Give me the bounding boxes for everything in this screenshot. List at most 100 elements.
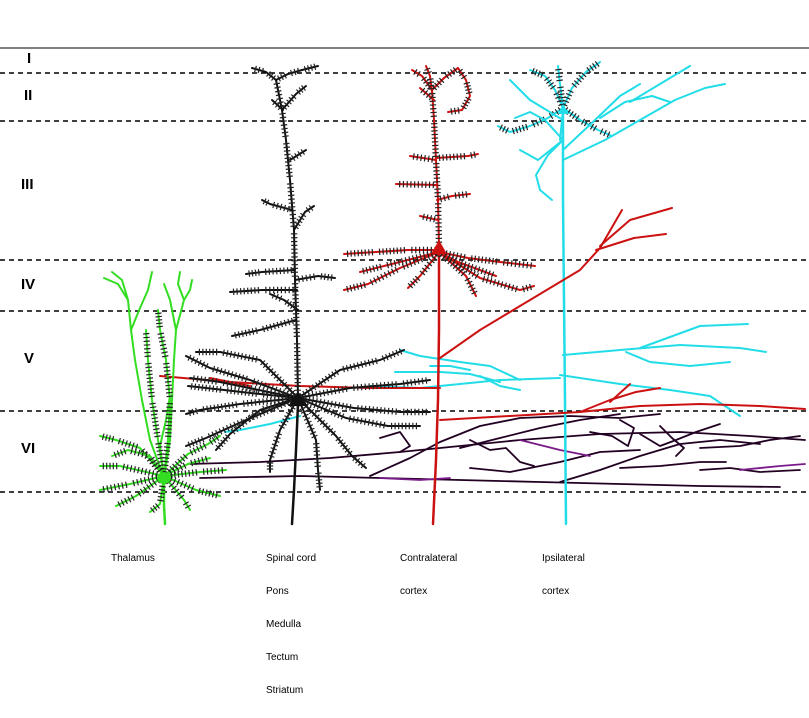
target-label-contralateral-cortex: Contralateral cortex xyxy=(400,531,457,619)
target-line: Pons xyxy=(266,586,289,597)
layer-label-iv: IV xyxy=(21,276,36,293)
soma xyxy=(431,240,447,254)
target-line: Ipsilateral xyxy=(542,553,585,564)
axon xyxy=(290,402,300,526)
dendrite xyxy=(271,99,284,111)
axon-branch xyxy=(399,349,521,381)
dendrite xyxy=(438,250,497,278)
dendrite xyxy=(438,251,478,297)
dendrite xyxy=(435,151,479,162)
axon-branch xyxy=(369,413,661,477)
axon-branch xyxy=(599,207,673,247)
dendrite xyxy=(409,153,437,163)
dendrite xyxy=(195,348,299,399)
axon-branch xyxy=(562,83,726,161)
target-line: cortex xyxy=(542,586,570,597)
contralateral-neuron xyxy=(159,65,806,526)
dendrite xyxy=(130,271,153,331)
axon-branch xyxy=(699,435,801,449)
dendrite xyxy=(103,277,129,301)
axon-branch xyxy=(639,323,749,349)
axon-branch xyxy=(459,413,621,449)
dendrite xyxy=(555,65,566,109)
dendrite xyxy=(245,266,296,277)
axon-branch xyxy=(199,475,781,488)
dendrite xyxy=(395,180,438,189)
axon-branch xyxy=(625,351,731,367)
axon-branch xyxy=(562,344,767,356)
target-line: Spinal cord xyxy=(266,553,317,564)
layer-label-v: V xyxy=(24,350,35,367)
axon-branch xyxy=(579,387,661,413)
axon-branch xyxy=(659,425,685,457)
axon-branch xyxy=(739,463,806,471)
dendrite xyxy=(231,317,297,339)
target-line: Thalamus xyxy=(111,553,155,564)
layer-label-ii: II xyxy=(24,87,33,104)
axon xyxy=(162,482,167,526)
axon-branch xyxy=(609,383,631,403)
target-line: Striatum xyxy=(266,685,304,696)
spinal-cord-neuron xyxy=(185,63,431,526)
dendrite xyxy=(424,65,435,93)
thalamus-neuron xyxy=(99,271,227,526)
axon-branch xyxy=(514,111,564,141)
axon xyxy=(431,248,441,526)
dendrite xyxy=(163,283,177,331)
dendrite xyxy=(111,271,165,479)
dendrite xyxy=(419,87,435,101)
axon-branch xyxy=(559,374,741,417)
soma xyxy=(558,104,569,114)
axon-branch xyxy=(562,83,641,151)
dendrite xyxy=(229,286,298,296)
dendrite xyxy=(261,198,293,213)
dendrite xyxy=(163,455,211,478)
dendrite xyxy=(269,292,299,311)
target-label-spinal-cord: Spinal cord Pons Medulla Tectum Striatum xyxy=(266,531,316,718)
dendrite xyxy=(292,204,315,231)
axon-branch xyxy=(509,79,564,121)
apical-dendrite xyxy=(429,89,443,247)
target-line: Medulla xyxy=(266,619,302,630)
soma xyxy=(288,392,308,406)
dendrite xyxy=(275,63,319,82)
axon-branch xyxy=(519,139,564,161)
layer-label-vi: VI xyxy=(21,440,36,457)
axon-branch xyxy=(559,439,761,483)
dendrite xyxy=(294,273,336,283)
dendrite xyxy=(177,271,185,301)
target-label-ipsilateral-cortex: Ipsilateral cortex xyxy=(542,531,585,619)
neuron-drawing xyxy=(0,47,809,526)
axon-branch xyxy=(535,139,564,201)
ipsilateral-neuron xyxy=(224,61,767,526)
dendrite xyxy=(436,191,471,203)
dendrite xyxy=(561,61,601,109)
dendrite xyxy=(297,397,367,469)
dendrite xyxy=(297,348,405,399)
dendrite xyxy=(447,67,473,115)
dendrite xyxy=(281,85,307,111)
axon-branch xyxy=(599,95,671,119)
axon-branch xyxy=(559,109,564,141)
target-line: cortex xyxy=(400,586,428,597)
axon-branch xyxy=(469,439,535,467)
target-label-thalamus: Thalamus xyxy=(111,531,155,586)
dendrite xyxy=(431,67,459,91)
axon-branch xyxy=(469,449,641,473)
axon-branch xyxy=(429,365,471,371)
axon-branch xyxy=(589,419,635,447)
axon-branch xyxy=(439,403,806,421)
axon-branch xyxy=(595,233,667,251)
axon-branch xyxy=(369,377,561,389)
layer-label-i: I xyxy=(27,50,32,67)
axon-branch xyxy=(519,439,591,457)
axon-branch xyxy=(379,431,411,453)
layer-label-iii: III xyxy=(21,176,34,193)
dendrite xyxy=(419,213,439,223)
layer-boundaries xyxy=(0,47,809,493)
dendrite xyxy=(189,375,299,401)
dendrite xyxy=(215,395,299,451)
axon xyxy=(561,106,568,526)
apical-dendrite xyxy=(273,79,302,399)
cortical-layers-diagram: I II III IV V VI Thalamus Spinal cord Po… xyxy=(0,47,809,696)
